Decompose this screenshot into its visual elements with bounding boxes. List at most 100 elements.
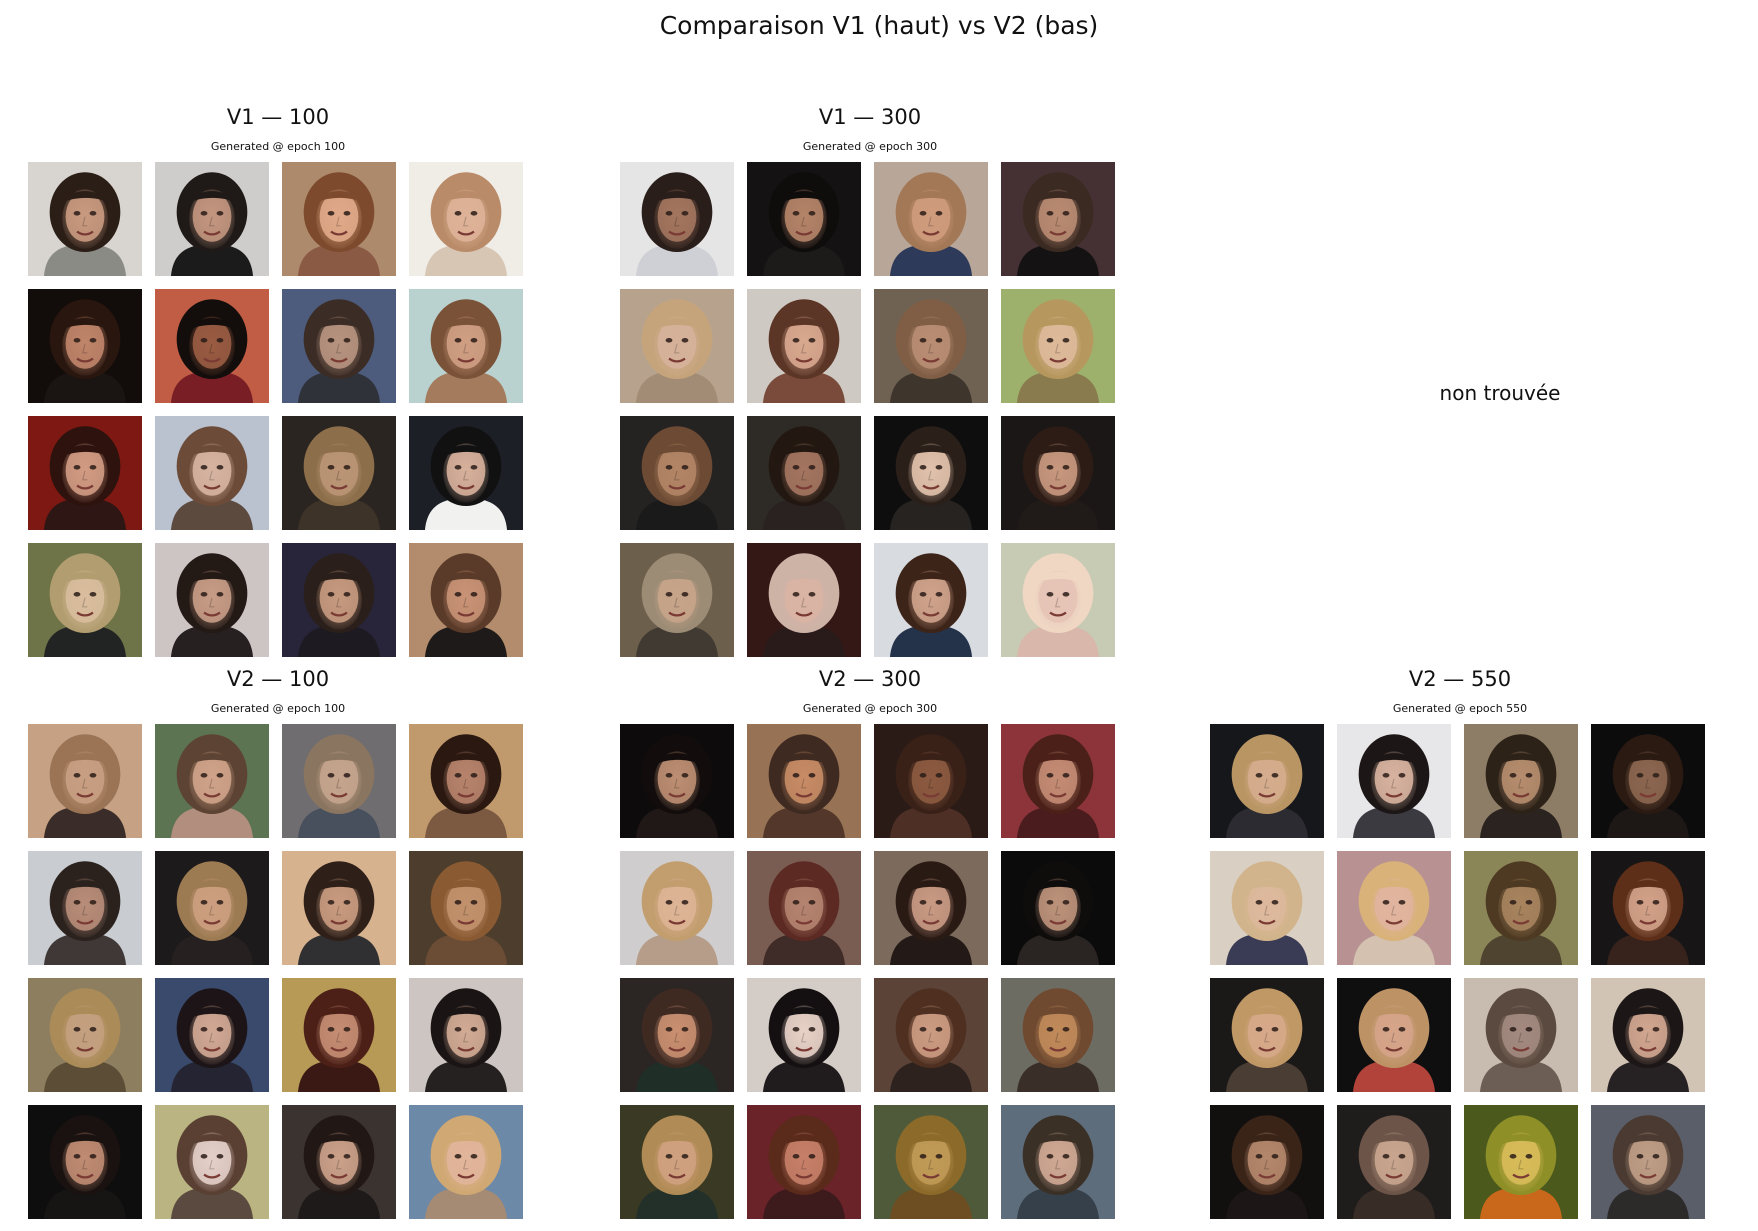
generated-face-image <box>1001 724 1115 838</box>
generated-face-image <box>620 162 734 276</box>
generated-face-image <box>874 851 988 965</box>
panel-v1-300: V1 — 300 Generated @ epoch 300 <box>620 104 1120 657</box>
generated-face-image <box>620 978 734 1092</box>
generated-face-image <box>409 724 523 838</box>
generated-face-image <box>747 162 861 276</box>
generated-face-image <box>1001 289 1115 403</box>
generated-face-image <box>1337 1105 1451 1219</box>
face-grid <box>620 724 1120 1219</box>
generated-face-image <box>28 851 142 965</box>
generated-face-image <box>747 543 861 657</box>
generated-face-image <box>282 543 396 657</box>
generated-face-image <box>1210 978 1324 1092</box>
generated-face-image <box>747 724 861 838</box>
generated-face-image <box>155 851 269 965</box>
generated-face-image <box>1337 978 1451 1092</box>
panel-title: V2 — 100 <box>226 667 330 691</box>
generated-face-image <box>1210 1105 1324 1219</box>
generated-face-image <box>874 724 988 838</box>
generated-face-image <box>282 162 396 276</box>
panel-v2-300: V2 — 300 Generated @ epoch 300 <box>620 666 1120 1219</box>
face-grid <box>620 162 1120 657</box>
face-grid <box>1210 724 1710 1219</box>
generated-face-image <box>282 851 396 965</box>
generated-face-image <box>1464 978 1578 1092</box>
generated-face-image <box>409 289 523 403</box>
generated-face-image <box>747 416 861 530</box>
panel-subtitle: Generated @ epoch 300 <box>802 140 938 153</box>
generated-face-image <box>1464 851 1578 965</box>
generated-face-image <box>620 851 734 965</box>
generated-face-image <box>1591 1105 1705 1219</box>
generated-face-image <box>155 1105 269 1219</box>
generated-face-image <box>620 416 734 530</box>
panel-v2-100: V2 — 100 Generated @ epoch 100 <box>28 666 528 1219</box>
generated-face-image <box>1210 724 1324 838</box>
generated-face-image <box>282 289 396 403</box>
generated-face-image <box>747 851 861 965</box>
generated-face-image <box>28 1105 142 1219</box>
generated-face-image <box>620 289 734 403</box>
generated-face-image <box>409 978 523 1092</box>
panel-subtitle: Generated @ epoch 300 <box>802 702 938 715</box>
generated-face-image <box>282 978 396 1092</box>
generated-face-image <box>1337 724 1451 838</box>
generated-face-image <box>282 416 396 530</box>
generated-face-image <box>1464 724 1578 838</box>
generated-face-image <box>409 543 523 657</box>
generated-face-image <box>874 978 988 1092</box>
generated-face-image <box>747 978 861 1092</box>
generated-face-image <box>1001 851 1115 965</box>
generated-face-image <box>620 543 734 657</box>
face-grid <box>28 724 528 1219</box>
generated-face-image <box>874 543 988 657</box>
generated-face-image <box>1001 416 1115 530</box>
panel-title: V1 — 100 <box>226 105 330 129</box>
generated-face-image <box>409 162 523 276</box>
generated-face-image <box>747 289 861 403</box>
generated-face-image <box>155 543 269 657</box>
generated-face-image <box>28 724 142 838</box>
generated-face-image <box>155 162 269 276</box>
figure-title: Comparaison V1 (haut) vs V2 (bas) <box>659 11 1099 40</box>
generated-face-image <box>409 416 523 530</box>
generated-face-image <box>282 1105 396 1219</box>
generated-face-image <box>28 416 142 530</box>
generated-face-image <box>1001 543 1115 657</box>
panel-v1-100: V1 — 100 Generated @ epoch 100 <box>28 104 528 657</box>
panel-title: V1 — 300 <box>818 105 922 129</box>
generated-face-image <box>1464 1105 1578 1219</box>
generated-face-image <box>874 1105 988 1219</box>
generated-face-image <box>874 416 988 530</box>
missing-panel-label: non trouvée <box>1439 381 1561 405</box>
generated-face-image <box>1001 162 1115 276</box>
generated-face-image <box>155 978 269 1092</box>
generated-face-image <box>28 978 142 1092</box>
generated-face-image <box>409 1105 523 1219</box>
generated-face-image <box>28 543 142 657</box>
generated-face-image <box>28 289 142 403</box>
generated-face-image <box>1001 1105 1115 1219</box>
panel-title: V2 — 550 <box>1408 667 1512 691</box>
generated-face-image <box>1591 724 1705 838</box>
generated-face-image <box>155 416 269 530</box>
generated-face-image <box>1001 978 1115 1092</box>
panel-title: V2 — 300 <box>818 667 922 691</box>
generated-face-image <box>1591 978 1705 1092</box>
generated-face-image <box>620 724 734 838</box>
panel-subtitle: Generated @ epoch 100 <box>210 702 346 715</box>
generated-face-image <box>155 289 269 403</box>
face-grid <box>28 162 528 657</box>
generated-face-image <box>155 724 269 838</box>
generated-face-image <box>28 162 142 276</box>
panel-v2-550: V2 — 550 Generated @ epoch 550 <box>1210 666 1710 1219</box>
generated-face-image <box>747 1105 861 1219</box>
generated-face-image <box>409 851 523 965</box>
generated-face-image <box>1591 851 1705 965</box>
panel-subtitle: Generated @ epoch 100 <box>210 140 346 153</box>
generated-face-image <box>874 162 988 276</box>
generated-face-image <box>1337 851 1451 965</box>
generated-face-image <box>282 724 396 838</box>
generated-face-image <box>874 289 988 403</box>
generated-face-image <box>620 1105 734 1219</box>
